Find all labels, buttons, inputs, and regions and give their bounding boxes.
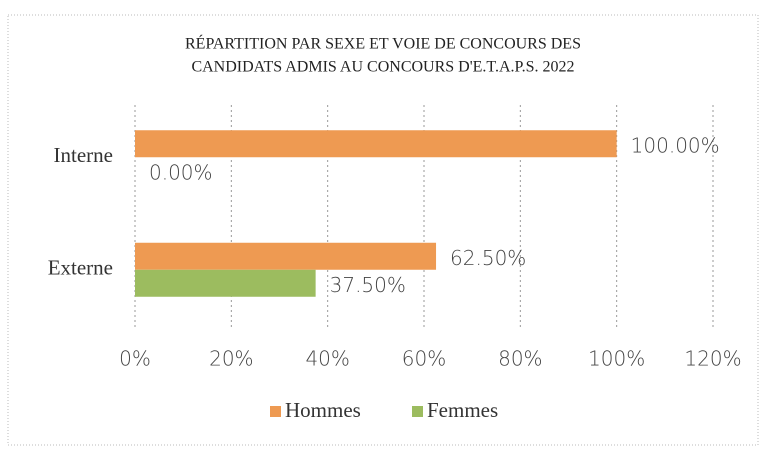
bar <box>135 269 316 297</box>
data-label: 37.50% <box>330 273 406 297</box>
legend-label: Hommes <box>285 398 361 422</box>
data-label: 0.00% <box>149 160 213 184</box>
chart-title: CANDIDATS ADMIS AU CONCOURS D'E.T.A.P.S.… <box>191 59 574 76</box>
x-tick-label: 60% <box>402 347 446 371</box>
y-tick-label: Interne <box>54 143 113 167</box>
legend-swatch <box>412 406 423 417</box>
chart-title: RÉPARTITION PAR SEXE ET VOIE DE CONCOURS… <box>185 34 581 53</box>
x-tick-label: 100% <box>588 347 645 371</box>
y-tick-label: Externe <box>48 256 113 280</box>
bar <box>135 130 617 158</box>
bar <box>135 242 437 270</box>
x-tick-label: 120% <box>684 347 741 371</box>
data-label: 62.50% <box>450 246 526 270</box>
chart-frame <box>7 14 759 446</box>
legend-label: Femmes <box>427 398 498 422</box>
x-tick-label: 20% <box>209 347 253 371</box>
x-tick-label: 80% <box>498 347 542 371</box>
data-label: 100.00% <box>631 133 720 157</box>
legend-swatch <box>270 406 281 417</box>
x-tick-label: 40% <box>305 347 349 371</box>
x-tick-label: 0% <box>119 347 151 371</box>
